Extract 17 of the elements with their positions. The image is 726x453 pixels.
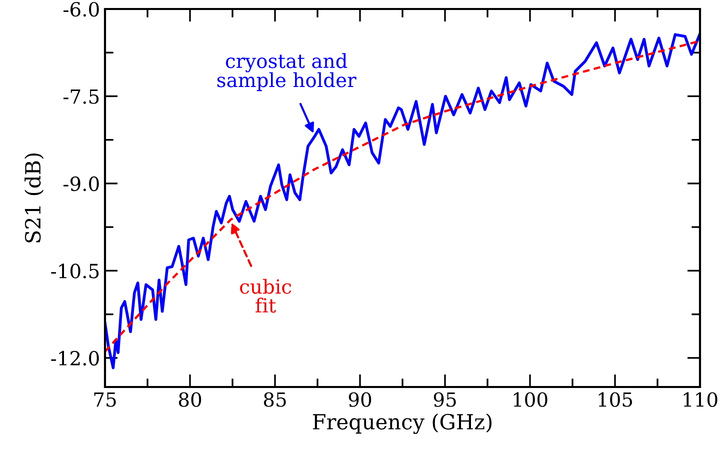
- y-tick-label: -7.5: [64, 89, 99, 104]
- x-tick-label: 100: [514, 392, 548, 407]
- x-tick-label: 105: [598, 392, 632, 407]
- x-axis-title: Frequency (GHz): [312, 413, 492, 434]
- y-axis-title: S21 (dB): [24, 153, 44, 242]
- x-tick-label: 75: [94, 392, 116, 407]
- x-tick-label: 85: [264, 392, 286, 407]
- y-tick-label: -12.0: [51, 350, 99, 366]
- x-tick-label: 95: [434, 392, 456, 407]
- annotation: cubic fit: [240, 278, 292, 313]
- x-tick-label: 110: [684, 392, 718, 407]
- y-tick-label: -6.0: [64, 2, 99, 17]
- y-tick-label: -10.5: [51, 264, 99, 278]
- y-tick-label: -9.0: [64, 176, 99, 192]
- x-tick-label: 90: [348, 392, 372, 407]
- x-tick-label: 80: [178, 392, 202, 407]
- annotation: cryostat and sample holder: [217, 53, 356, 92]
